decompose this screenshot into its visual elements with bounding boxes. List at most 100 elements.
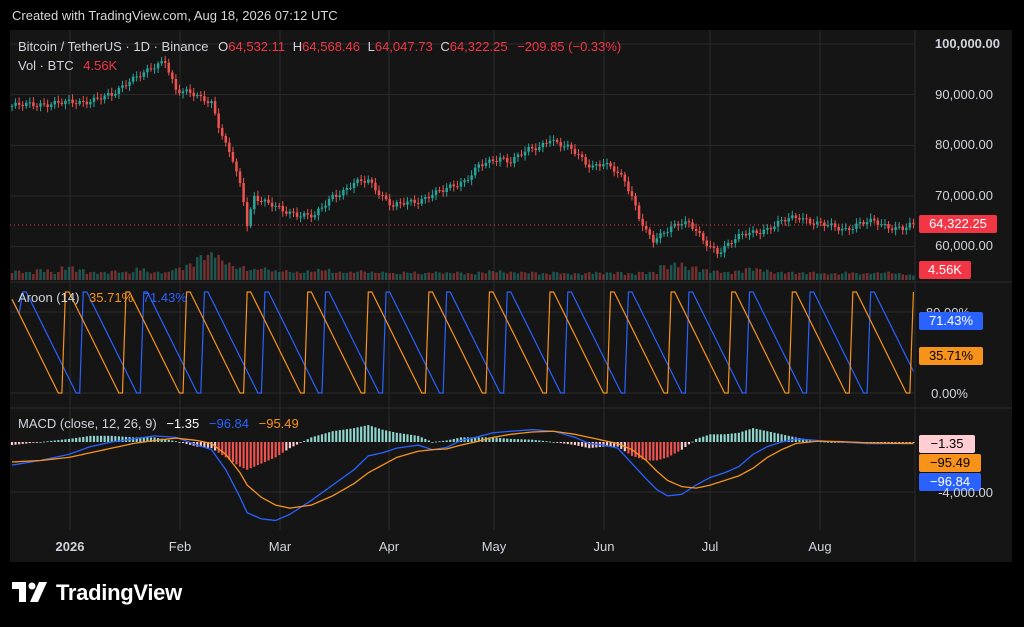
volume-bar	[35, 269, 39, 280]
macd-histogram-bar	[14, 442, 17, 445]
volume-bar	[623, 274, 627, 280]
volume-bar	[324, 270, 327, 280]
candle-body	[766, 228, 769, 230]
chart-svg[interactable]: 100,000.00 90,000.00 80,000.00 70,000.00…	[10, 30, 1012, 562]
candle-body	[153, 68, 156, 70]
candle-body	[908, 222, 912, 228]
macd-histogram-bar	[46, 441, 49, 443]
candle-body	[805, 218, 808, 220]
volume-bar	[92, 271, 96, 280]
volume-bar	[153, 272, 156, 280]
candle-body	[156, 63, 160, 69]
volume-bar	[506, 273, 509, 280]
candle-body	[662, 232, 666, 234]
macd-histogram-bar	[573, 442, 577, 446]
volume-bar	[142, 268, 146, 280]
volume-bar	[780, 271, 783, 280]
candle-body	[520, 154, 523, 156]
macd-histogram-bar	[363, 425, 366, 442]
volume-bar	[331, 272, 334, 280]
volume-bar	[42, 271, 46, 280]
grid-lines	[10, 30, 915, 530]
macd-histogram-bar	[809, 439, 812, 442]
macd-histogram-bar	[666, 442, 669, 458]
macd-histogram-bar	[331, 431, 334, 442]
macd-histogram-bar	[377, 428, 381, 442]
volume-bar	[103, 271, 106, 280]
macd-histogram-bar	[912, 442, 915, 443]
volume-bar	[808, 272, 812, 280]
candle-body	[384, 195, 388, 200]
volume-bar	[106, 273, 110, 280]
chart-panel[interactable]: 100,000.00 90,000.00 80,000.00 70,000.00…	[10, 30, 1012, 562]
macd-histogram-bar	[591, 442, 594, 448]
volume-bar	[584, 273, 587, 280]
macd-histogram-bar	[520, 439, 523, 442]
candle-body	[359, 179, 363, 182]
candle-body	[188, 89, 192, 93]
candle-body	[780, 220, 783, 222]
volume-bar	[160, 273, 163, 280]
macd-histogram-bar	[588, 442, 591, 449]
candle-body	[299, 216, 302, 218]
candle-body	[687, 221, 691, 223]
macd-histogram-bar	[281, 442, 284, 453]
volume-bar	[719, 272, 723, 280]
macd-histogram-bar	[114, 436, 117, 442]
macd-histogram-bar	[883, 442, 887, 443]
candle-body	[206, 101, 210, 104]
volume-bar	[819, 273, 823, 280]
candle-body	[509, 162, 513, 164]
volume-bar	[573, 273, 577, 280]
candle-body	[620, 173, 623, 175]
candle-body	[213, 101, 217, 114]
volume-bar	[894, 273, 897, 280]
candle-body	[527, 146, 530, 152]
macd-histogram-bar	[684, 442, 687, 447]
candle-body	[334, 194, 338, 198]
volume-bar	[833, 273, 837, 280]
candle-body	[256, 195, 260, 202]
volume-bar	[306, 270, 309, 280]
candle-body	[495, 160, 498, 162]
volume-bar	[673, 262, 676, 280]
macd-histogram-bar	[210, 442, 213, 449]
volume-bar	[399, 274, 402, 280]
candle-body	[880, 224, 883, 226]
candle-body	[855, 223, 858, 229]
candle-body	[466, 179, 470, 181]
macd-histogram-bar	[695, 438, 698, 442]
macd-histogram-bar	[53, 440, 56, 442]
macd-histogram-bar	[759, 429, 762, 442]
volume-bar	[912, 275, 915, 280]
volume-bar	[64, 269, 67, 280]
candle-body	[178, 89, 181, 94]
volume-bar	[627, 273, 630, 280]
candle-body	[552, 139, 555, 141]
volume-bar	[484, 273, 488, 280]
candle-body	[25, 102, 28, 107]
candle-body	[456, 186, 459, 188]
volume-bar	[431, 273, 434, 280]
volume-bar	[310, 271, 313, 280]
macd-histogram-bar	[349, 428, 352, 442]
volume-bar	[737, 270, 741, 280]
candle-body	[598, 164, 602, 167]
candle-body	[858, 221, 862, 224]
macd-histogram-bar	[178, 442, 181, 443]
candle-body	[545, 142, 548, 144]
candle-body	[751, 230, 755, 233]
candle-body	[844, 228, 847, 230]
volume-bar	[374, 272, 377, 280]
macd-histogram-bar	[92, 435, 96, 442]
candle-body	[773, 226, 776, 230]
candle-body	[694, 228, 698, 232]
candle-body	[92, 97, 96, 102]
macd-histogram-bar	[342, 429, 345, 442]
macd-histogram-bar	[641, 442, 644, 460]
macd-histogram-bar	[502, 438, 505, 442]
macd-histogram-bar	[103, 435, 106, 442]
price-tick-label: 90,000.00	[935, 87, 993, 102]
macd-histogram-bar	[823, 441, 826, 443]
macd-histogram-bar	[385, 430, 388, 442]
